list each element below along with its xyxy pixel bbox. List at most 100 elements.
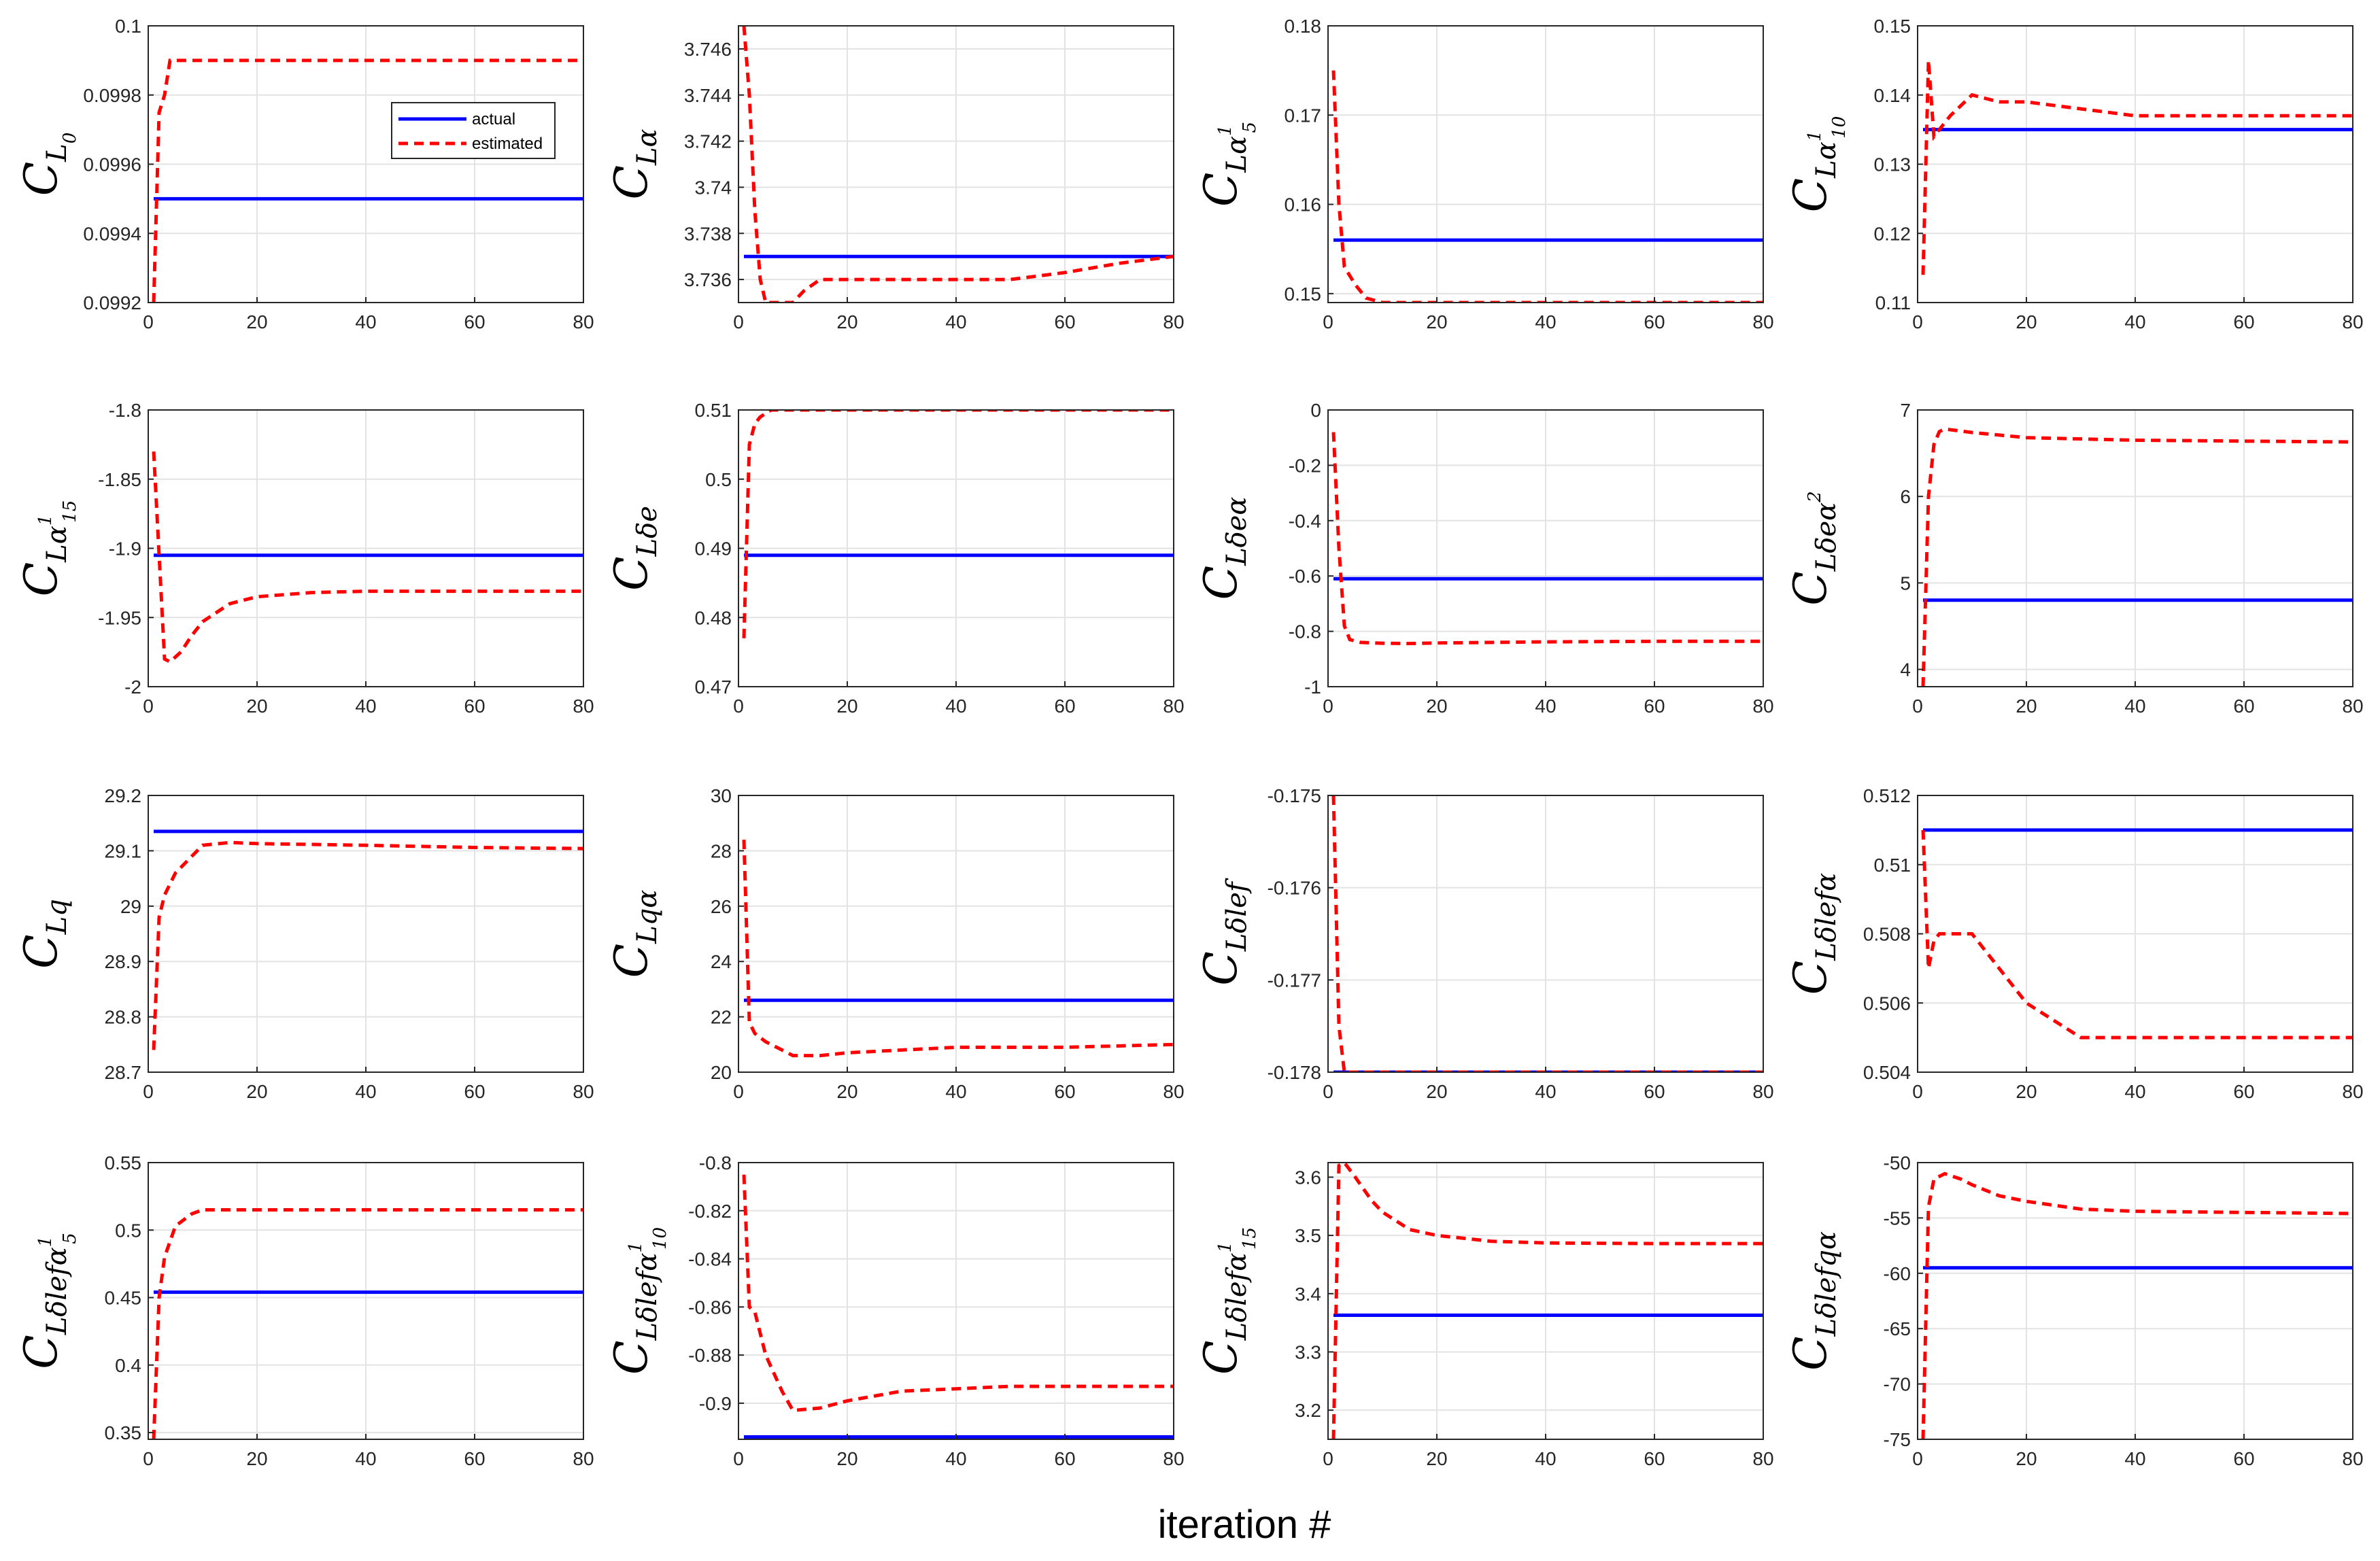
y-label-main: C <box>15 562 67 597</box>
x-tick-label: 0 <box>143 696 154 717</box>
x-tick-label: 0 <box>1323 696 1333 717</box>
x-tick-label: 40 <box>945 1081 966 1102</box>
subplot-9: 0 20 40 60 80 28.7 28.8 28.9 29 29.1 29.2 CLq <box>15 785 594 1102</box>
x-tick-label: 0 <box>143 311 154 332</box>
y-tick-label: -2 <box>124 676 141 698</box>
y-label-main: C <box>605 944 658 978</box>
y-tick-label: -0.2 <box>1289 455 1321 476</box>
y-label-subscript: Lδe <box>632 506 663 557</box>
y-label-subscript: Lq <box>41 899 73 935</box>
y-tick-label: 3.738 <box>684 223 732 244</box>
x-tick-label: 20 <box>2016 696 2037 717</box>
series-line-estimated <box>1331 432 1763 646</box>
series-line-estimated <box>1921 829 2353 1040</box>
x-tick-label: 20 <box>2016 1081 2037 1102</box>
series-line-estimated <box>742 1174 1174 1413</box>
x-tick-label: 0 <box>1912 1081 1923 1102</box>
series-line-estimated <box>1921 60 2353 275</box>
subplot-14: 0 20 40 60 80 -0.9 -0.88 -0.86 -0.84 -0.82 -0.8 CLδ… <box>605 1152 1185 1469</box>
y-tick-label: 3.746 <box>684 39 732 60</box>
y-tick-label: -70 <box>1884 1374 1911 1395</box>
x-tick-label: 80 <box>2342 696 2363 717</box>
subplot-5: 0 20 40 60 80 -2 -1.95 -1.9 -1.85 -1.8 CLα1 15 <box>15 400 594 717</box>
x-tick-label: 80 <box>1163 696 1184 717</box>
y-label-superscript: 1 <box>626 1241 646 1253</box>
y-tick-label: 4 <box>1900 659 1911 681</box>
y-tick-label: -0.9 <box>699 1393 732 1414</box>
x-tick-label: 20 <box>246 1081 267 1102</box>
x-tick-label: 20 <box>2016 311 2037 332</box>
y-tick-label: 26 <box>711 896 732 917</box>
y-tick-label: -0.88 <box>688 1345 732 1366</box>
y-label-subscript: Lα <box>1811 141 1842 179</box>
y-label-main: C <box>1784 571 1837 606</box>
x-tick-label: 80 <box>1752 1081 1773 1102</box>
x-tick-label: 80 <box>1752 311 1773 332</box>
y-label-superscript: 1 <box>35 515 56 526</box>
y-tick-label: 29.2 <box>105 785 142 806</box>
y-axis-label: CLδlef <box>1195 878 1253 986</box>
y-label-subscript: Lqα <box>632 890 663 944</box>
y-tick-label: 0.5 <box>705 469 732 490</box>
y-tick-label: 0.1 <box>115 16 141 37</box>
x-tick-label: 0 <box>733 696 744 717</box>
y-label-sub-subscript: 10 <box>1829 116 1850 139</box>
x-tick-label: 40 <box>945 696 966 717</box>
x-tick-label: 20 <box>246 696 267 717</box>
x-tick-label: 20 <box>2016 1448 2037 1469</box>
x-tick-label: 0 <box>1912 311 1923 332</box>
x-tick-label: 20 <box>1426 1081 1447 1102</box>
series-line-estimated <box>1331 70 1763 303</box>
x-tick-label: 60 <box>1644 696 1665 717</box>
y-tick-label: 5 <box>1900 572 1911 594</box>
y-tick-label: -0.84 <box>688 1249 732 1270</box>
y-label-sub-subscript: 15 <box>60 500 80 523</box>
y-axis-label: CLα1 5 <box>1195 122 1260 207</box>
y-tick-label: 0.49 <box>695 538 732 560</box>
y-label-sub-subscript: 5 <box>1240 122 1260 133</box>
y-label-sub-subscript: 0 <box>60 133 80 144</box>
y-label-superscript: 1 <box>1215 124 1236 136</box>
y-tick-label: 0.0996 <box>83 154 141 175</box>
x-tick-label: 40 <box>355 1081 376 1102</box>
y-tick-label: -75 <box>1884 1429 1911 1450</box>
subplot-16: 0 20 40 60 80 -75 -70 -65 -60 -55 -50 CLδlefqα <box>1784 1152 2364 1469</box>
subplot-3: 0 20 40 60 80 0.15 0.16 0.17 0.18 CLα1 5 <box>1195 16 1774 332</box>
x-tick-label: 60 <box>1644 1081 1665 1102</box>
series-line-estimated <box>1921 427 2353 687</box>
y-tick-label: 0.55 <box>105 1152 142 1173</box>
x-tick-label: 60 <box>464 696 485 717</box>
y-axis-label: CLα1 10 <box>1784 116 1850 213</box>
x-tick-label: 0 <box>1323 1081 1333 1102</box>
y-tick-label: -60 <box>1884 1263 1911 1284</box>
x-tick-label: 40 <box>1535 696 1556 717</box>
x-tick-label: 20 <box>1426 311 1447 332</box>
y-tick-label: -0.6 <box>1289 566 1321 587</box>
y-tick-label: 22 <box>711 1007 732 1028</box>
x-tick-label: 40 <box>2124 1081 2145 1102</box>
y-tick-label: 29 <box>120 896 141 917</box>
y-tick-label: 0.51 <box>1874 855 1911 876</box>
x-tick-label: 60 <box>1644 1448 1665 1469</box>
y-axis-label: CLα1 15 <box>15 500 80 597</box>
x-tick-label: 60 <box>2233 1081 2254 1102</box>
subplot-1: 0 20 40 60 800.09920.09940.09960.09980.1CL0a… <box>15 16 594 332</box>
x-tick-label: 20 <box>1426 696 1447 717</box>
x-tick-label: 60 <box>1054 1448 1075 1469</box>
legend: actual estimated <box>391 102 556 159</box>
y-tick-label: 3.744 <box>684 85 732 106</box>
x-tick-label: 0 <box>143 1081 154 1102</box>
y-label-main: C <box>15 934 67 969</box>
x-tick-label: 40 <box>945 1448 966 1469</box>
x-tick-label: 0 <box>1912 1448 1923 1469</box>
y-tick-label: -0.176 <box>1268 878 1321 899</box>
y-label-sub-subscript: 15 <box>1240 1227 1260 1250</box>
y-label-superscript: 2 <box>1805 491 1825 503</box>
y-label-sub-subscript: 5 <box>60 1233 80 1244</box>
series-line-estimated <box>152 840 583 1050</box>
y-label-subscript: Lδlefqα <box>1811 1231 1842 1337</box>
x-tick-label: 80 <box>1163 1081 1184 1102</box>
x-tick-label: 40 <box>2124 696 2145 717</box>
